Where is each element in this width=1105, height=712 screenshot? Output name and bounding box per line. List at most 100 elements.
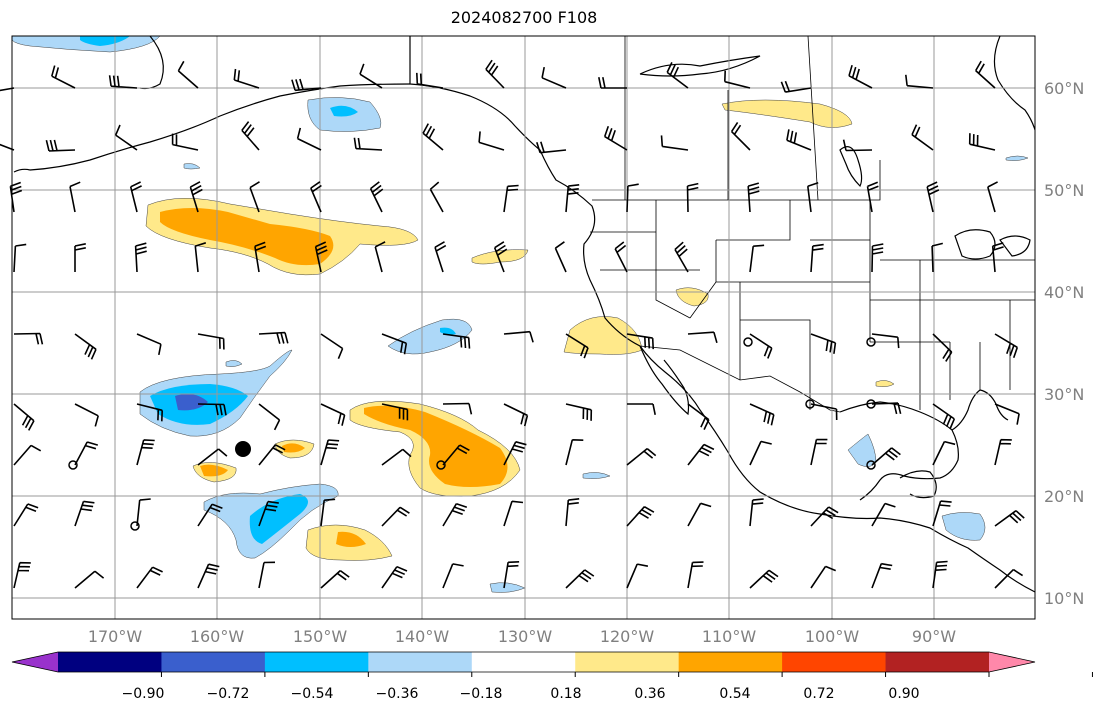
alaska-south-coast	[29, 83, 411, 171]
wind-barb	[810, 565, 837, 589]
longitude-labels: 170°W 160°W 150°W 140°W 130°W 120°W 110°…	[88, 627, 956, 646]
wind-barb	[994, 333, 1019, 359]
hudson-bay	[993, 35, 1036, 131]
wind-barb	[565, 403, 593, 421]
colorbar-tick-label: −0.36	[376, 686, 419, 702]
wind-barb	[369, 181, 384, 213]
anomaly-fill-layer	[11, 35, 1029, 593]
wind-barb	[932, 440, 956, 466]
plot-title: 2024082700 F108	[450, 8, 598, 27]
yucatan	[899, 470, 937, 499]
wind-barb	[810, 403, 838, 421]
wind-barb	[627, 403, 656, 415]
wind-barb	[565, 439, 584, 466]
wind-barb	[749, 244, 765, 273]
wind-barb	[932, 560, 948, 589]
wind-barb	[74, 570, 105, 589]
colorbar-segment	[885, 652, 990, 672]
wind-barb	[536, 141, 567, 154]
wind-barb	[554, 241, 567, 273]
great-lakes	[999, 235, 1031, 257]
canada-arctic	[639, 55, 761, 77]
wind-barb	[353, 137, 383, 151]
colorbar-extend-high	[989, 652, 1035, 672]
wind-barb	[429, 181, 444, 213]
wind-barb	[296, 127, 322, 151]
colorbar-segment	[368, 652, 473, 672]
negative-anomaly-east-pacific	[387, 318, 473, 355]
wind-barb	[968, 133, 996, 151]
wind-barb	[0, 143, 15, 151]
negative-anomaly-central-america	[941, 512, 986, 541]
positive-anomaly-core	[282, 443, 305, 453]
map-frame	[11, 35, 1036, 620]
wind-barb	[810, 243, 824, 273]
wind-barb	[129, 181, 142, 213]
calm-wind-marker	[436, 460, 446, 470]
wind-barb	[666, 62, 689, 89]
wind-barb	[598, 77, 627, 89]
wind-barb	[74, 333, 97, 360]
calm-wind-marker	[68, 460, 78, 470]
wind-barb	[51, 65, 76, 89]
wind-barb	[171, 133, 199, 151]
calm-wind-marker	[805, 399, 815, 409]
wind-barb	[197, 403, 227, 416]
lat-label: 20°N	[1044, 487, 1084, 506]
wind-barb	[871, 447, 901, 466]
colorbar-tick-label: −0.54	[291, 686, 334, 702]
colorbar-outline	[11, 651, 1036, 673]
canada-provinces	[624, 35, 819, 201]
colorbar-segment	[58, 652, 162, 672]
negative-anomaly-core	[80, 36, 130, 46]
wind-barb	[905, 74, 934, 89]
positive-anomaly-canada	[721, 99, 853, 128]
negative-anomaly-small	[183, 163, 201, 170]
wind-barb	[136, 403, 163, 422]
lat-label: 40°N	[1044, 283, 1084, 302]
lon-label: 130°W	[498, 627, 553, 646]
wind-barb	[442, 444, 470, 466]
wind-barb	[660, 135, 689, 151]
wind-barb	[994, 510, 1025, 527]
wind-barb	[991, 242, 1004, 273]
negative-anomaly-core	[440, 327, 456, 335]
wind-barb	[254, 241, 267, 273]
wind-barb	[13, 444, 42, 466]
wind-barb	[320, 569, 350, 589]
wind-barb	[320, 403, 346, 426]
wind-barb	[626, 333, 654, 350]
wind-barb	[987, 181, 998, 213]
positive-anomaly-patch	[875, 380, 895, 387]
wind-barb	[258, 444, 286, 466]
baja-california	[639, 345, 690, 416]
wind-barb	[194, 242, 207, 273]
colorbar-tick-label: −0.90	[122, 686, 165, 702]
wind-barb	[503, 330, 534, 343]
wind-barb	[994, 438, 1012, 466]
wind-barb	[258, 561, 276, 589]
negative-anomaly-small	[1005, 155, 1029, 161]
wind-barb	[932, 500, 952, 527]
positive-anomaly-core	[336, 531, 366, 547]
wind-barb	[687, 331, 718, 344]
wind-barb	[314, 241, 328, 273]
wind-barb	[871, 402, 902, 415]
colorbar	[11, 651, 1093, 677]
wind-barb	[871, 502, 896, 527]
wind-barb	[503, 500, 524, 527]
lon-label: 110°W	[702, 627, 757, 646]
wind-barb	[810, 333, 837, 354]
lon-label: 90°W	[912, 627, 956, 646]
wind-barb	[478, 131, 505, 151]
colorbar-segment	[575, 652, 680, 672]
wind-barb	[848, 64, 873, 89]
wind-barb	[626, 563, 649, 589]
calm-wind-marker	[743, 337, 753, 347]
negative-anomaly-core-hawaii-south	[249, 494, 308, 544]
graticule	[12, 36, 1035, 619]
wind-barb	[258, 403, 281, 431]
wind-barb	[422, 123, 444, 151]
colorbar-segment	[471, 652, 576, 672]
wind-barb	[291, 78, 322, 92]
